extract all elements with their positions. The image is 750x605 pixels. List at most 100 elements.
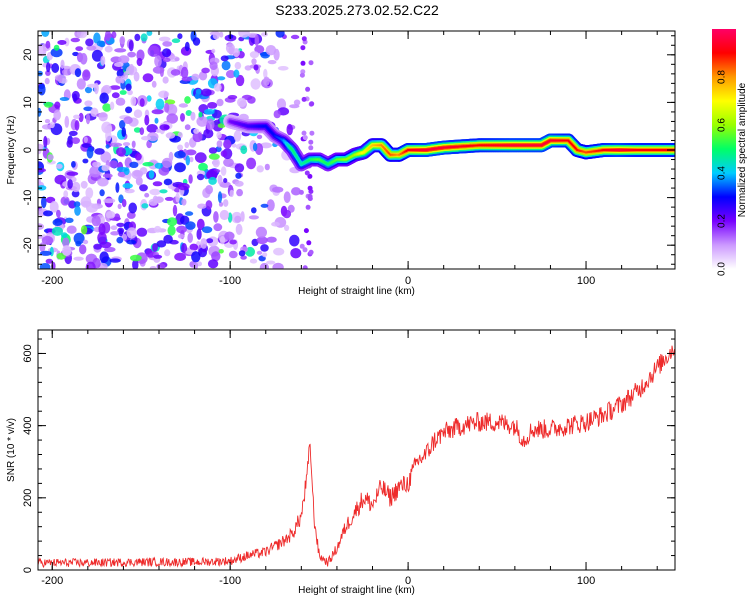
noise-cell	[188, 174, 192, 183]
noise-cell	[87, 147, 94, 159]
noise-cell	[106, 211, 115, 219]
noise-cell	[106, 144, 110, 148]
noise-cell	[110, 143, 122, 147]
noise-cell	[98, 112, 107, 121]
noise-cell	[261, 204, 269, 208]
noise-cell	[122, 127, 127, 137]
noise-cell	[66, 172, 78, 176]
noise-cell	[83, 240, 88, 244]
noise-cell	[249, 215, 259, 219]
noise-cell	[207, 102, 217, 109]
noise-cell	[119, 229, 124, 237]
noise-cell	[174, 57, 179, 61]
noise-cell	[163, 58, 171, 62]
colorbar-tick-label: 0.6	[717, 118, 728, 132]
noise-cell	[114, 48, 126, 52]
noise-cell	[120, 90, 127, 95]
noise-cell	[308, 186, 313, 191]
noise-cell	[235, 181, 244, 187]
noise-cell	[86, 45, 96, 50]
noise-cell	[45, 78, 50, 84]
noise-cell	[41, 28, 49, 37]
noise-cell	[260, 263, 269, 272]
noise-cell	[163, 77, 169, 84]
noise-cell	[43, 136, 47, 148]
noise-cell	[92, 215, 101, 226]
chart-title: S233.2025.273.02.52.C22	[275, 2, 439, 18]
noise-cell	[100, 251, 109, 263]
noise-cell	[210, 61, 218, 70]
noise-cell	[196, 116, 208, 127]
noise-cell	[253, 143, 257, 151]
noise-cell	[115, 182, 119, 193]
noise-cell	[213, 32, 220, 39]
noise-cell	[193, 262, 198, 269]
noise-cell	[191, 74, 199, 81]
noise-cell	[154, 226, 161, 233]
noise-cell	[111, 225, 118, 230]
noise-cell	[228, 34, 233, 39]
noise-cell	[306, 205, 311, 210]
noise-cell	[191, 251, 200, 262]
noise-cell	[206, 200, 213, 210]
noise-cell	[47, 154, 53, 160]
noise-cell	[235, 173, 241, 179]
noise-cell	[209, 153, 220, 159]
noise-cell	[184, 96, 191, 104]
noise-cell	[123, 183, 133, 189]
noise-cell	[180, 113, 185, 122]
noise-cell	[201, 89, 212, 97]
noise-cell	[221, 166, 227, 176]
y-tick-label: 200	[22, 489, 34, 507]
noise-cell	[234, 216, 241, 223]
noise-cell	[220, 236, 225, 245]
noise-cell	[34, 144, 44, 151]
noise-cell	[143, 73, 154, 82]
noise-cell	[56, 164, 63, 169]
noise-cell	[77, 27, 88, 38]
noise-cell	[272, 263, 283, 272]
noise-cell	[73, 257, 83, 261]
noise-cell	[223, 139, 231, 149]
noise-cell	[153, 196, 158, 204]
noise-cell	[290, 248, 301, 258]
noise-cell	[65, 218, 74, 223]
noise-cell	[159, 189, 167, 193]
noise-cell	[173, 205, 177, 216]
noise-cell	[75, 46, 83, 51]
noise-cell	[153, 255, 162, 259]
noise-cell	[166, 132, 176, 138]
noise-cell	[223, 178, 227, 183]
noise-cell	[125, 107, 132, 114]
noise-cell	[171, 69, 181, 76]
noise-cell	[42, 236, 53, 245]
noise-cell	[152, 81, 157, 88]
noise-cell	[169, 152, 174, 162]
noise-cell	[300, 244, 305, 249]
colorbar-tick-label: 0.4	[717, 166, 728, 180]
noise-cell	[46, 62, 50, 72]
noise-cell	[149, 189, 160, 195]
noise-cell	[302, 36, 307, 41]
noise-cell	[82, 159, 88, 164]
noise-cell	[200, 238, 207, 249]
noise-cell	[193, 129, 199, 134]
noise-cell	[120, 75, 124, 83]
noise-cell	[291, 35, 299, 39]
noise-cell	[195, 152, 207, 163]
colorbar-tick-label: 0.8	[717, 70, 728, 84]
noise-cell	[58, 75, 63, 83]
noise-cell	[46, 41, 51, 49]
noise-cell	[148, 46, 160, 57]
noise-cell	[160, 124, 170, 130]
noise-cell	[71, 161, 76, 168]
noise-cell	[94, 148, 105, 155]
noise-cell	[163, 235, 173, 244]
noise-cell	[300, 73, 305, 78]
noise-cell	[110, 102, 114, 110]
y-axis-label: Frequency (Hz)	[6, 116, 17, 185]
noise-cell	[306, 240, 311, 245]
noise-cell	[153, 181, 163, 186]
noise-cell	[235, 62, 242, 69]
